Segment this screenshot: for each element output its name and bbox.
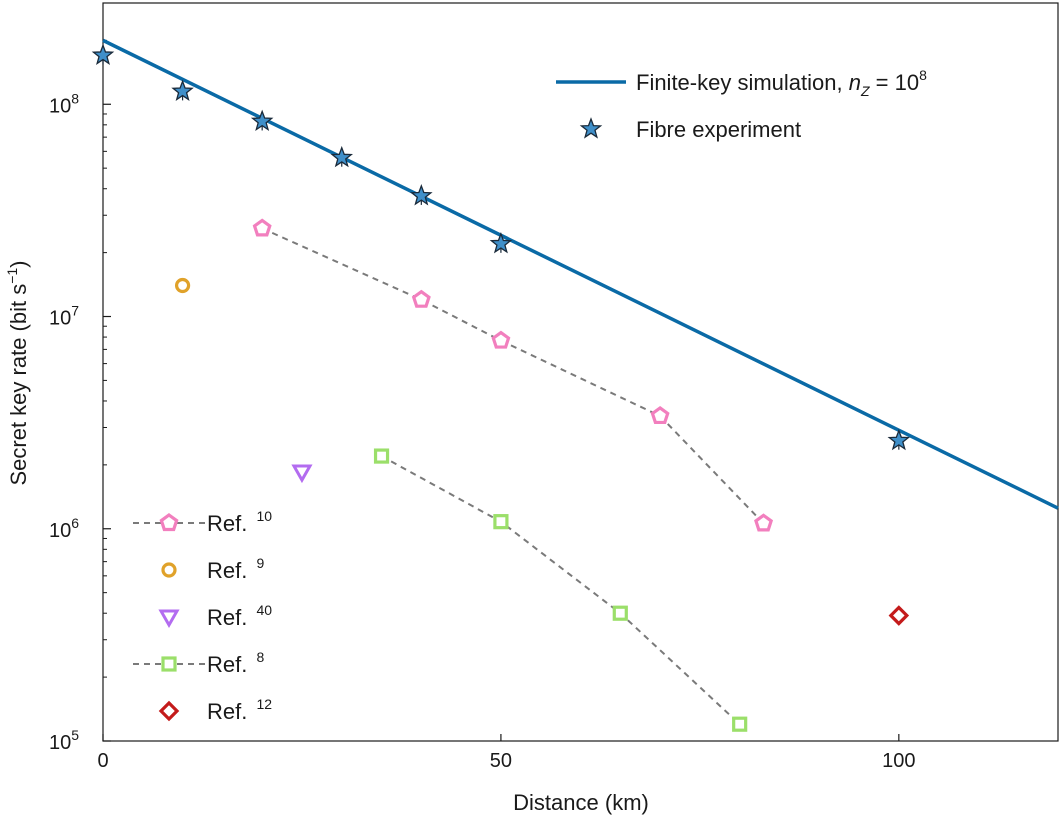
dashed-connector: [261, 227, 765, 525]
dashed-connector: [381, 455, 741, 725]
series-line: [102, 38, 1059, 510]
data-point-pentagon: [491, 330, 511, 349]
axis-titles: Distance (km) Secret key rate (bit s−1): [4, 260, 649, 815]
y-axis-title-close: ): [6, 260, 31, 267]
data-point-star: [489, 231, 513, 254]
plot-frame: [102, 2, 1059, 742]
data-point-diamond: [888, 605, 910, 626]
y-tick-label: 106: [49, 515, 79, 542]
legend-label: Ref. 40: [207, 602, 272, 630]
legend-circle-swatch: [161, 562, 177, 578]
legend-label: Finite-key simulation, nZ = 108: [636, 67, 927, 99]
series-square: [373, 448, 748, 732]
data-point-pentagon: [754, 513, 774, 532]
data-point-star: [91, 43, 115, 65]
plot-series: [91, 38, 1059, 732]
data-point-star: [171, 79, 194, 101]
y-tick-label: 105: [49, 727, 79, 754]
legend-refs: Ref. 10 Ref. 9 Ref. 40 Ref. 8 Ref. 12: [133, 508, 272, 724]
data-point-pentagon: [650, 405, 670, 425]
legend-label: Fibre experiment: [636, 117, 801, 142]
x-tick-label: 50: [490, 750, 512, 772]
legend-label: Ref. 10: [207, 508, 272, 536]
legend-label: Ref. 12: [207, 696, 272, 724]
data-point-pentagon: [411, 289, 431, 308]
data-point-star: [250, 109, 274, 132]
data-point-star: [330, 145, 354, 168]
data-point-pentagon: [252, 218, 272, 237]
legend-diamond-swatch: [158, 700, 180, 722]
y-axis-title-main: Secret key rate (bit s: [6, 284, 31, 486]
series-circle: [174, 277, 191, 294]
data-point-star: [410, 184, 433, 206]
y-axis-title: Secret key rate (bit s−1): [4, 260, 31, 485]
data-point-square: [373, 448, 390, 464]
tick-marks: 0 50 100 105 106 107 108: [49, 39, 916, 772]
simulation-line: [102, 38, 1059, 510]
data-point-circle: [174, 277, 191, 294]
series-pentagon: [252, 218, 774, 532]
legend-label: Ref. 9: [207, 555, 264, 583]
axes: [102, 2, 1059, 742]
x-tick-label: 100: [882, 750, 915, 772]
y-axis-title-sup: −1: [4, 268, 20, 284]
series-diamond: [888, 605, 910, 626]
data-point-square: [732, 716, 748, 732]
data-point-star: [887, 428, 911, 451]
x-tick-label: 0: [97, 750, 108, 772]
series-star: [91, 43, 911, 451]
legend-pentagon-swatch: [159, 513, 179, 532]
x-axis-title: Distance (km): [513, 790, 649, 815]
y-tick-label: 108: [49, 90, 79, 117]
data-point-triangle: [291, 464, 313, 484]
legends: Finite-key simulation, nZ = 108 Fibre exp…: [133, 67, 927, 724]
legend-triangle-swatch: [158, 609, 180, 629]
legend-label: Ref. 8: [207, 649, 264, 677]
legend-top: Finite-key simulation, nZ = 108 Fibre exp…: [556, 67, 927, 142]
legend-square-swatch: [161, 656, 177, 672]
data-point-square: [493, 514, 509, 530]
data-point-square: [612, 605, 628, 621]
y-tick-label: 107: [49, 303, 79, 330]
legend-star-swatch: [579, 117, 603, 139]
series-triangle: [291, 464, 313, 484]
